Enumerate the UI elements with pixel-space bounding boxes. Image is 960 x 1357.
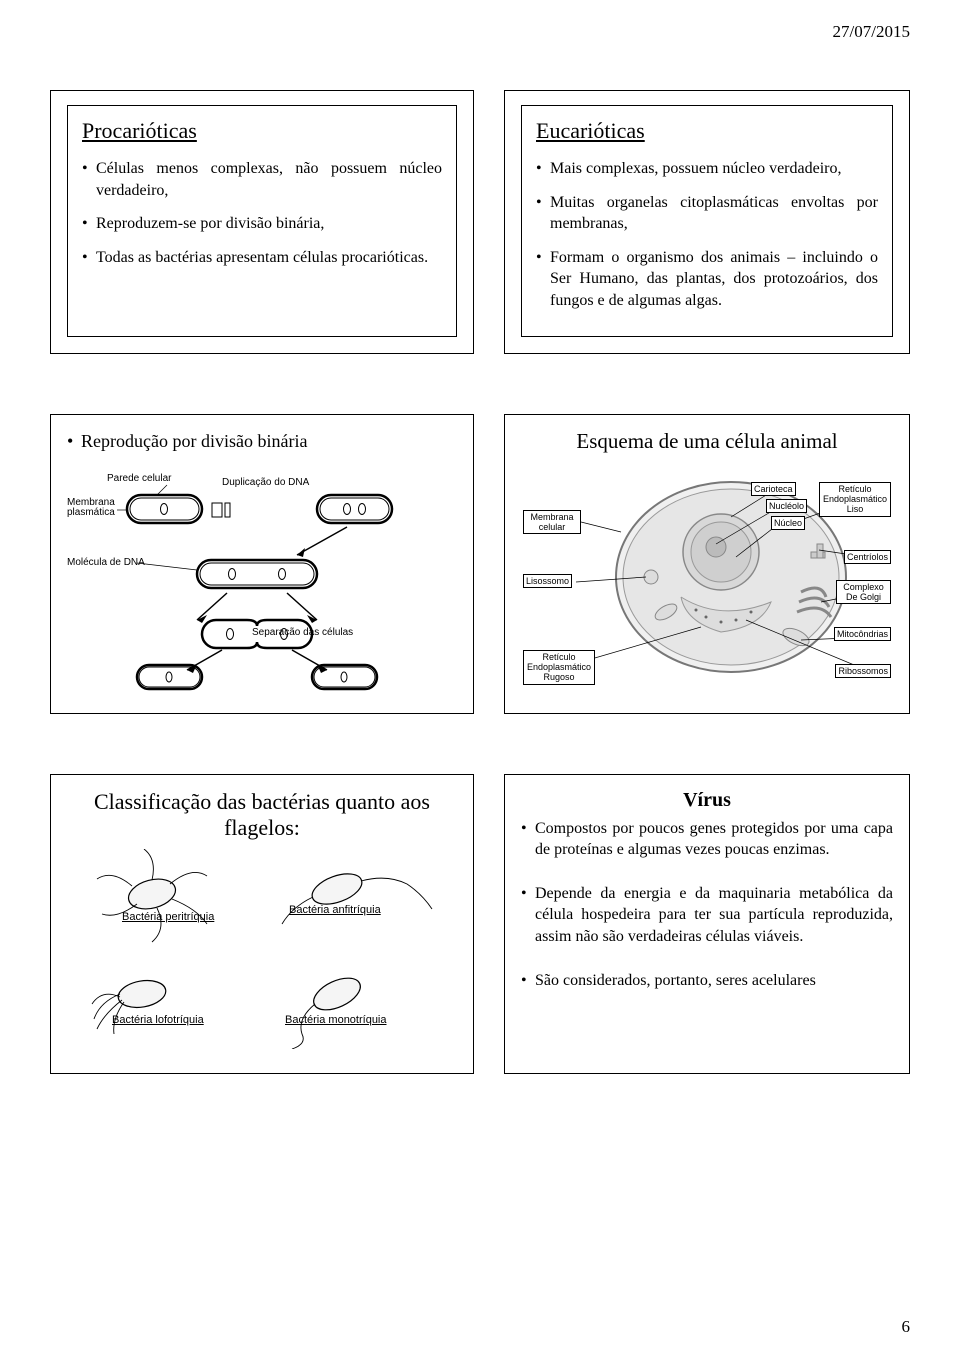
- label-monotriquia: Bactéria monotríquia: [285, 1014, 387, 1026]
- label-lisossomo: Lisossomo: [523, 574, 572, 588]
- label-nucleolo: Nucléolo: [766, 499, 807, 513]
- label-golgi: ComplexoDe Golgi: [836, 580, 891, 605]
- label-reticulo-liso: RetículoEndoplasmáticoLiso: [819, 482, 891, 517]
- slide1-title: Procarióticas: [82, 118, 442, 144]
- svg-text:Duplicação do DNA: Duplicação do DNA: [222, 477, 310, 488]
- bullet: São considerados, portanto, seres acelul…: [521, 970, 893, 992]
- svg-text:Molécula de DNA: Molécula de DNA: [67, 557, 145, 568]
- slide-procarioticas: Procarióticas Células menos complexas, n…: [50, 90, 474, 354]
- slide2-title: Eucarióticas: [536, 118, 878, 144]
- slide-eucarioticas: Eucarióticas Mais complexas, possuem núc…: [504, 90, 910, 354]
- label-anfitriquia: Bactéria anfitríquia: [289, 904, 381, 916]
- bullet: Células menos complexas, não possuem núc…: [82, 158, 442, 201]
- page-date: 27/07/2015: [833, 22, 910, 42]
- label-carioteca: Carioteca: [751, 482, 796, 496]
- slide6-title: Vírus: [521, 789, 893, 812]
- label-peritriquia: Bactéria peritríquia: [122, 911, 214, 923]
- label-centriolos: Centríolos: [844, 550, 891, 564]
- slide3-title: Reprodução por divisão binária: [67, 429, 457, 453]
- label-lofotriquia: Bactéria lofotríquia: [112, 1014, 204, 1026]
- bullet: Todas as bactérias apresentam células pr…: [82, 247, 442, 269]
- slide-virus: Vírus Compostos por poucos genes protegi…: [504, 774, 910, 1074]
- page-number: 6: [902, 1317, 911, 1337]
- bullet: Reproduzem-se por divisão binária,: [82, 213, 442, 235]
- bullet: Compostos por poucos genes protegidos po…: [521, 818, 893, 861]
- svg-text:plasmática: plasmática: [67, 507, 115, 518]
- slide-celula-animal: Esquema de uma célula animal: [504, 414, 910, 714]
- label-nucleo: Núcleo: [771, 516, 805, 530]
- bullet: Formam o organismo dos animais – incluin…: [536, 247, 878, 312]
- bullet: Muitas organelas citoplasmáticas envolta…: [536, 192, 878, 235]
- svg-text:Parede celular: Parede celular: [107, 473, 172, 484]
- bullet: Mais complexas, possuem núcleo verdadeir…: [536, 158, 878, 180]
- label-reticulo-rugoso: RetículoEndoplasmáticoRugoso: [523, 650, 595, 685]
- slide4-title: Esquema de uma célula animal: [521, 429, 893, 454]
- slide-divisao-binaria: Reprodução por divisão binária Parede ce…: [50, 414, 474, 714]
- slide-flagelos: Classificação das bactérias quanto aos f…: [50, 774, 474, 1074]
- label-ribossomos: Ribossomos: [835, 664, 891, 678]
- slide5-title: Classificação das bactérias quanto aos f…: [67, 789, 457, 841]
- binary-fission-diagram: Parede celular Membrana plasmática Dupli…: [67, 465, 457, 695]
- bullet: Depende da energia e da maquinaria metab…: [521, 883, 893, 948]
- label-membrana-celular: Membranacelular: [523, 510, 581, 535]
- slides-grid: Procarióticas Células menos complexas, n…: [50, 90, 910, 1074]
- svg-text:Separação das células: Separação das células: [252, 627, 353, 638]
- label-mitocondrias: Mitocôndrias: [834, 627, 891, 641]
